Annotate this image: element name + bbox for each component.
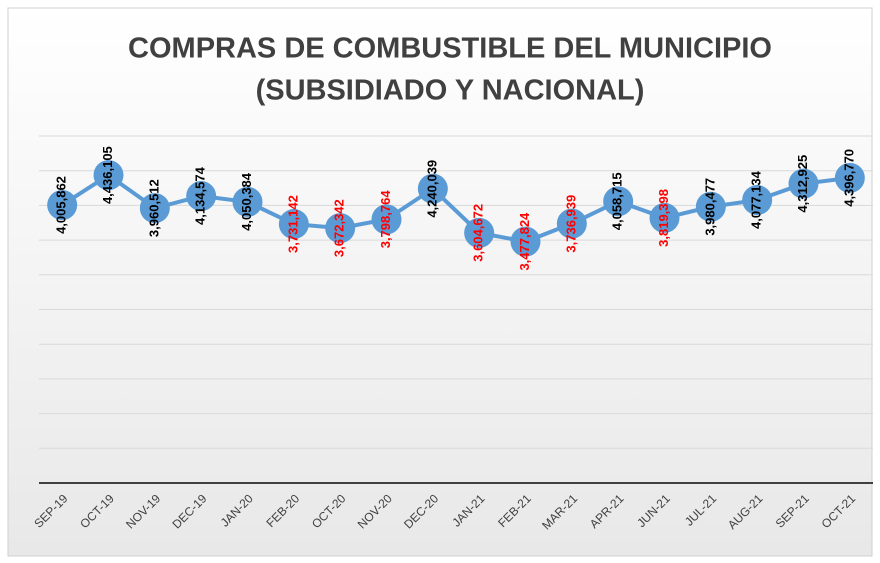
data-label: 4,058,715	[610, 172, 625, 230]
marker	[742, 185, 773, 216]
data-label: 4,134,574	[193, 166, 208, 225]
chart-frame	[7, 7, 873, 557]
data-label: 4,077,134	[749, 170, 764, 229]
data-label: 4,436,105	[100, 146, 115, 204]
marker	[139, 193, 170, 224]
data-label: 3,672,342	[332, 199, 347, 257]
data-label: 3,736,939	[563, 195, 578, 253]
data-label: 3,798,764	[378, 190, 393, 249]
data-label: 3,819,398	[656, 189, 671, 247]
marker	[603, 186, 634, 217]
marker	[325, 213, 356, 244]
data-label: 3,960,512	[146, 179, 161, 237]
data-label: 4,396,770	[841, 149, 856, 207]
marker	[186, 181, 217, 212]
marker	[556, 208, 587, 239]
data-label: 4,312,925	[795, 155, 810, 213]
data-label: 4,005,862	[54, 176, 69, 234]
marker	[788, 168, 819, 199]
marker	[417, 173, 448, 204]
marker	[695, 191, 726, 222]
data-label: 4,240,039	[424, 160, 439, 218]
data-label: 4,050,384	[239, 172, 254, 231]
marker	[649, 202, 680, 233]
marker	[93, 160, 124, 191]
data-label: 3,477,824	[517, 212, 532, 271]
marker	[464, 217, 495, 248]
data-label: 3,980,477	[702, 178, 717, 236]
marker	[47, 189, 78, 220]
data-label: 3,731,142	[285, 195, 300, 253]
data-label: 3,604,672	[471, 204, 486, 262]
marker	[510, 226, 541, 257]
marker	[232, 186, 263, 217]
marker	[278, 209, 309, 240]
chart-title: (SUBSIDIADO Y NACIONAL)	[256, 75, 645, 107]
marker	[834, 162, 865, 193]
marker	[371, 204, 402, 235]
chart-title: COMPRAS DE COMBUSTIBLE DEL MUNICIPIO	[128, 33, 772, 65]
